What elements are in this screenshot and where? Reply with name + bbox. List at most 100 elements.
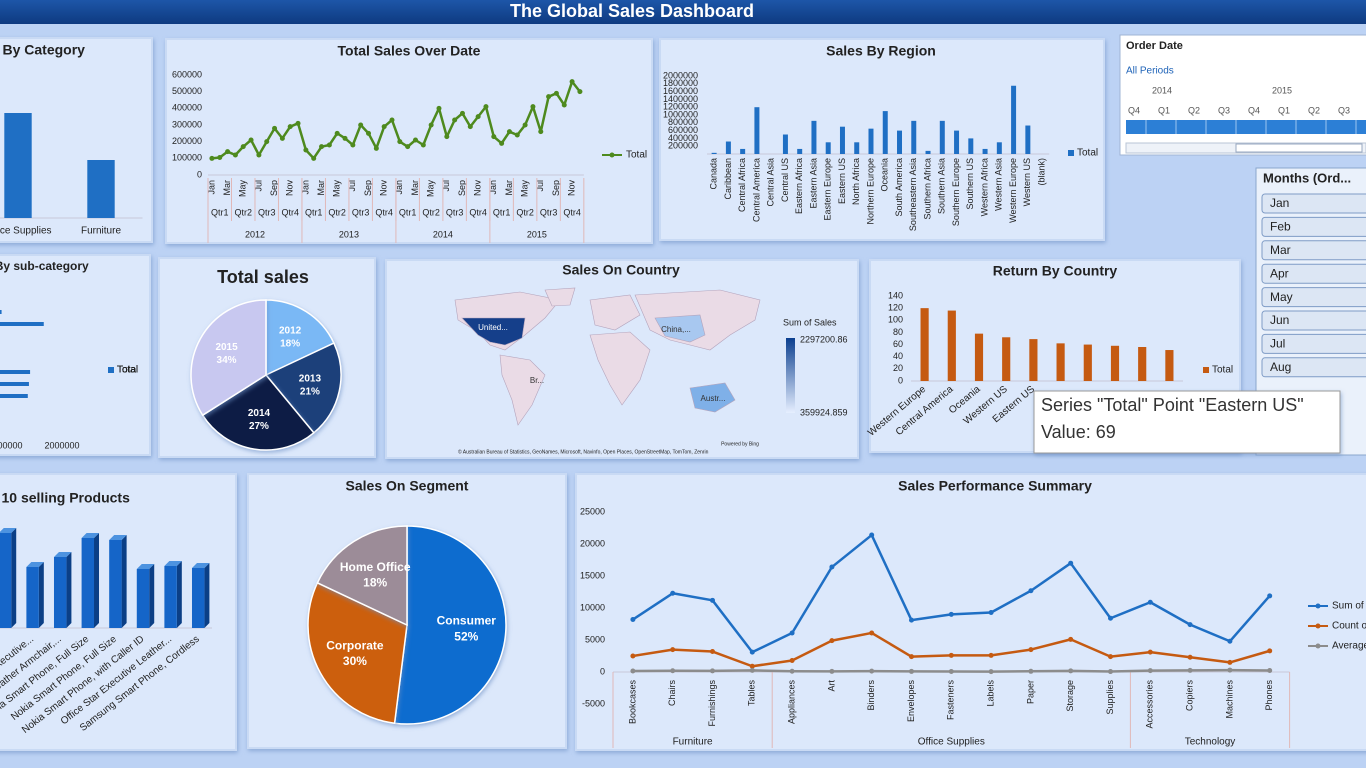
x-tick-label: Phones: [1264, 680, 1274, 711]
slicer-item-label[interactable]: Jun: [1270, 313, 1289, 327]
y-tick-label: 140: [888, 290, 903, 300]
point: [829, 668, 835, 674]
x-tick-label: Office Supplies: [0, 226, 52, 237]
bar-top: [26, 562, 44, 567]
point: [538, 129, 544, 135]
y-tick-label: 600000: [668, 125, 698, 135]
slicer-item[interactable]: [1261, 263, 1366, 284]
timeline-selection[interactable]: All Periods: [1126, 66, 1174, 77]
point: [217, 155, 223, 160]
country-shape: [654, 314, 706, 343]
bar-top: [191, 563, 210, 568]
x-tick-label: Sep: [457, 180, 467, 196]
x-tick-label: Western Europe: [1008, 158, 1018, 223]
point: [869, 532, 875, 538]
timeline-bar[interactable]: [1126, 120, 1366, 134]
slicer-item[interactable]: [1261, 216, 1366, 237]
bar: [982, 148, 988, 154]
bar: [1083, 344, 1092, 381]
y-tick-label: 5000: [585, 634, 605, 644]
panel: [659, 38, 1105, 241]
y-tick-label: 1400000: [663, 94, 698, 104]
point: [522, 122, 528, 128]
point: [405, 144, 411, 150]
y-tick-label: 500000: [172, 86, 202, 96]
slice-value: 34%: [217, 355, 237, 366]
legend-label: Total: [1077, 148, 1098, 159]
slicer-item-label[interactable]: Aug: [1270, 360, 1291, 374]
point: [1187, 667, 1193, 673]
x-tick-label: Central Asia: [766, 158, 776, 207]
slicer-item-label[interactable]: May: [1270, 290, 1293, 304]
quarter-label: Qtr3: [540, 207, 558, 217]
slicer-item[interactable]: [1261, 240, 1366, 261]
y-tick-label: 20000: [580, 538, 605, 548]
point: [1028, 668, 1034, 674]
x-tick-label: Art: [826, 680, 836, 692]
bar: [1011, 85, 1017, 154]
slicer-item[interactable]: [1261, 287, 1366, 308]
bar: [0, 310, 2, 314]
country-shape: [689, 382, 736, 413]
point: [1108, 654, 1113, 660]
bar: [4, 113, 32, 218]
quarter-label: Qtr2: [422, 207, 440, 217]
point: [948, 611, 954, 617]
slicer-item-label[interactable]: Jul: [1270, 337, 1285, 351]
slicer-item-label[interactable]: Mar: [1270, 243, 1291, 257]
slice-name: 2012: [279, 326, 302, 337]
bar: [740, 148, 746, 154]
point: [240, 144, 246, 150]
y-tick-label: 400000: [668, 133, 698, 143]
y-tick-label: 1000000: [663, 109, 698, 119]
legend-swatch: [1203, 367, 1209, 373]
slicer-item[interactable]: [1261, 357, 1366, 378]
x-tick-label: Mar: [222, 180, 232, 196]
bar: [0, 370, 31, 374]
chart-title: Sales Performance Summary: [898, 478, 1092, 494]
point: [909, 617, 914, 623]
slicer-item-label[interactable]: Jan: [1270, 196, 1289, 210]
bar-side: [149, 564, 155, 628]
x-tick-label: Sep: [363, 180, 373, 196]
x-tick-label: Machines: [1224, 680, 1234, 719]
point: [459, 110, 465, 116]
x-tick-label: Nov: [379, 180, 389, 197]
bar-side: [204, 563, 210, 628]
bar-side: [38, 562, 44, 628]
timeline-scroll-thumb[interactable]: [1235, 143, 1363, 153]
year-label: 2013: [339, 229, 359, 239]
point: [630, 617, 636, 623]
chart-title: Sales By Category: [0, 42, 85, 58]
slicer-item[interactable]: [1261, 310, 1366, 331]
slicer-item[interactable]: [1261, 333, 1366, 354]
legend-label: Sum of: [1332, 601, 1364, 612]
bar: [947, 310, 956, 381]
bar: [996, 142, 1002, 154]
x-tick-label: Southern US: [965, 158, 975, 210]
slicer-item[interactable]: [1261, 193, 1366, 214]
point: [350, 142, 356, 148]
slicer-item-label[interactable]: Feb: [1270, 220, 1291, 234]
bar-top: [136, 564, 155, 569]
x-tick-label: Bookcases: [627, 680, 637, 725]
x-tick-label: Canada: [709, 158, 719, 190]
bar-top: [164, 561, 182, 566]
slice-value: 18%: [363, 575, 387, 589]
point: [389, 117, 395, 123]
chart-title: Sales By Region: [826, 43, 936, 59]
x-tick-label: May: [332, 180, 342, 198]
bar: [1056, 343, 1065, 381]
point: [1147, 599, 1153, 605]
x-tick-label: Western Asia: [994, 158, 1004, 211]
slicer-item-label[interactable]: Apr: [1270, 266, 1289, 280]
country-shape: [461, 317, 526, 346]
y-tick-label: 0: [600, 666, 605, 676]
y-tick-label: 120: [888, 303, 903, 313]
x-tick-label: Jan: [206, 180, 216, 195]
legend-label: Total: [117, 365, 138, 376]
x-tick-label: Jul: [347, 180, 357, 192]
y-tick-label: 400000: [172, 103, 202, 113]
bar: [0, 533, 12, 628]
x-tick-label: Mar: [504, 180, 514, 196]
